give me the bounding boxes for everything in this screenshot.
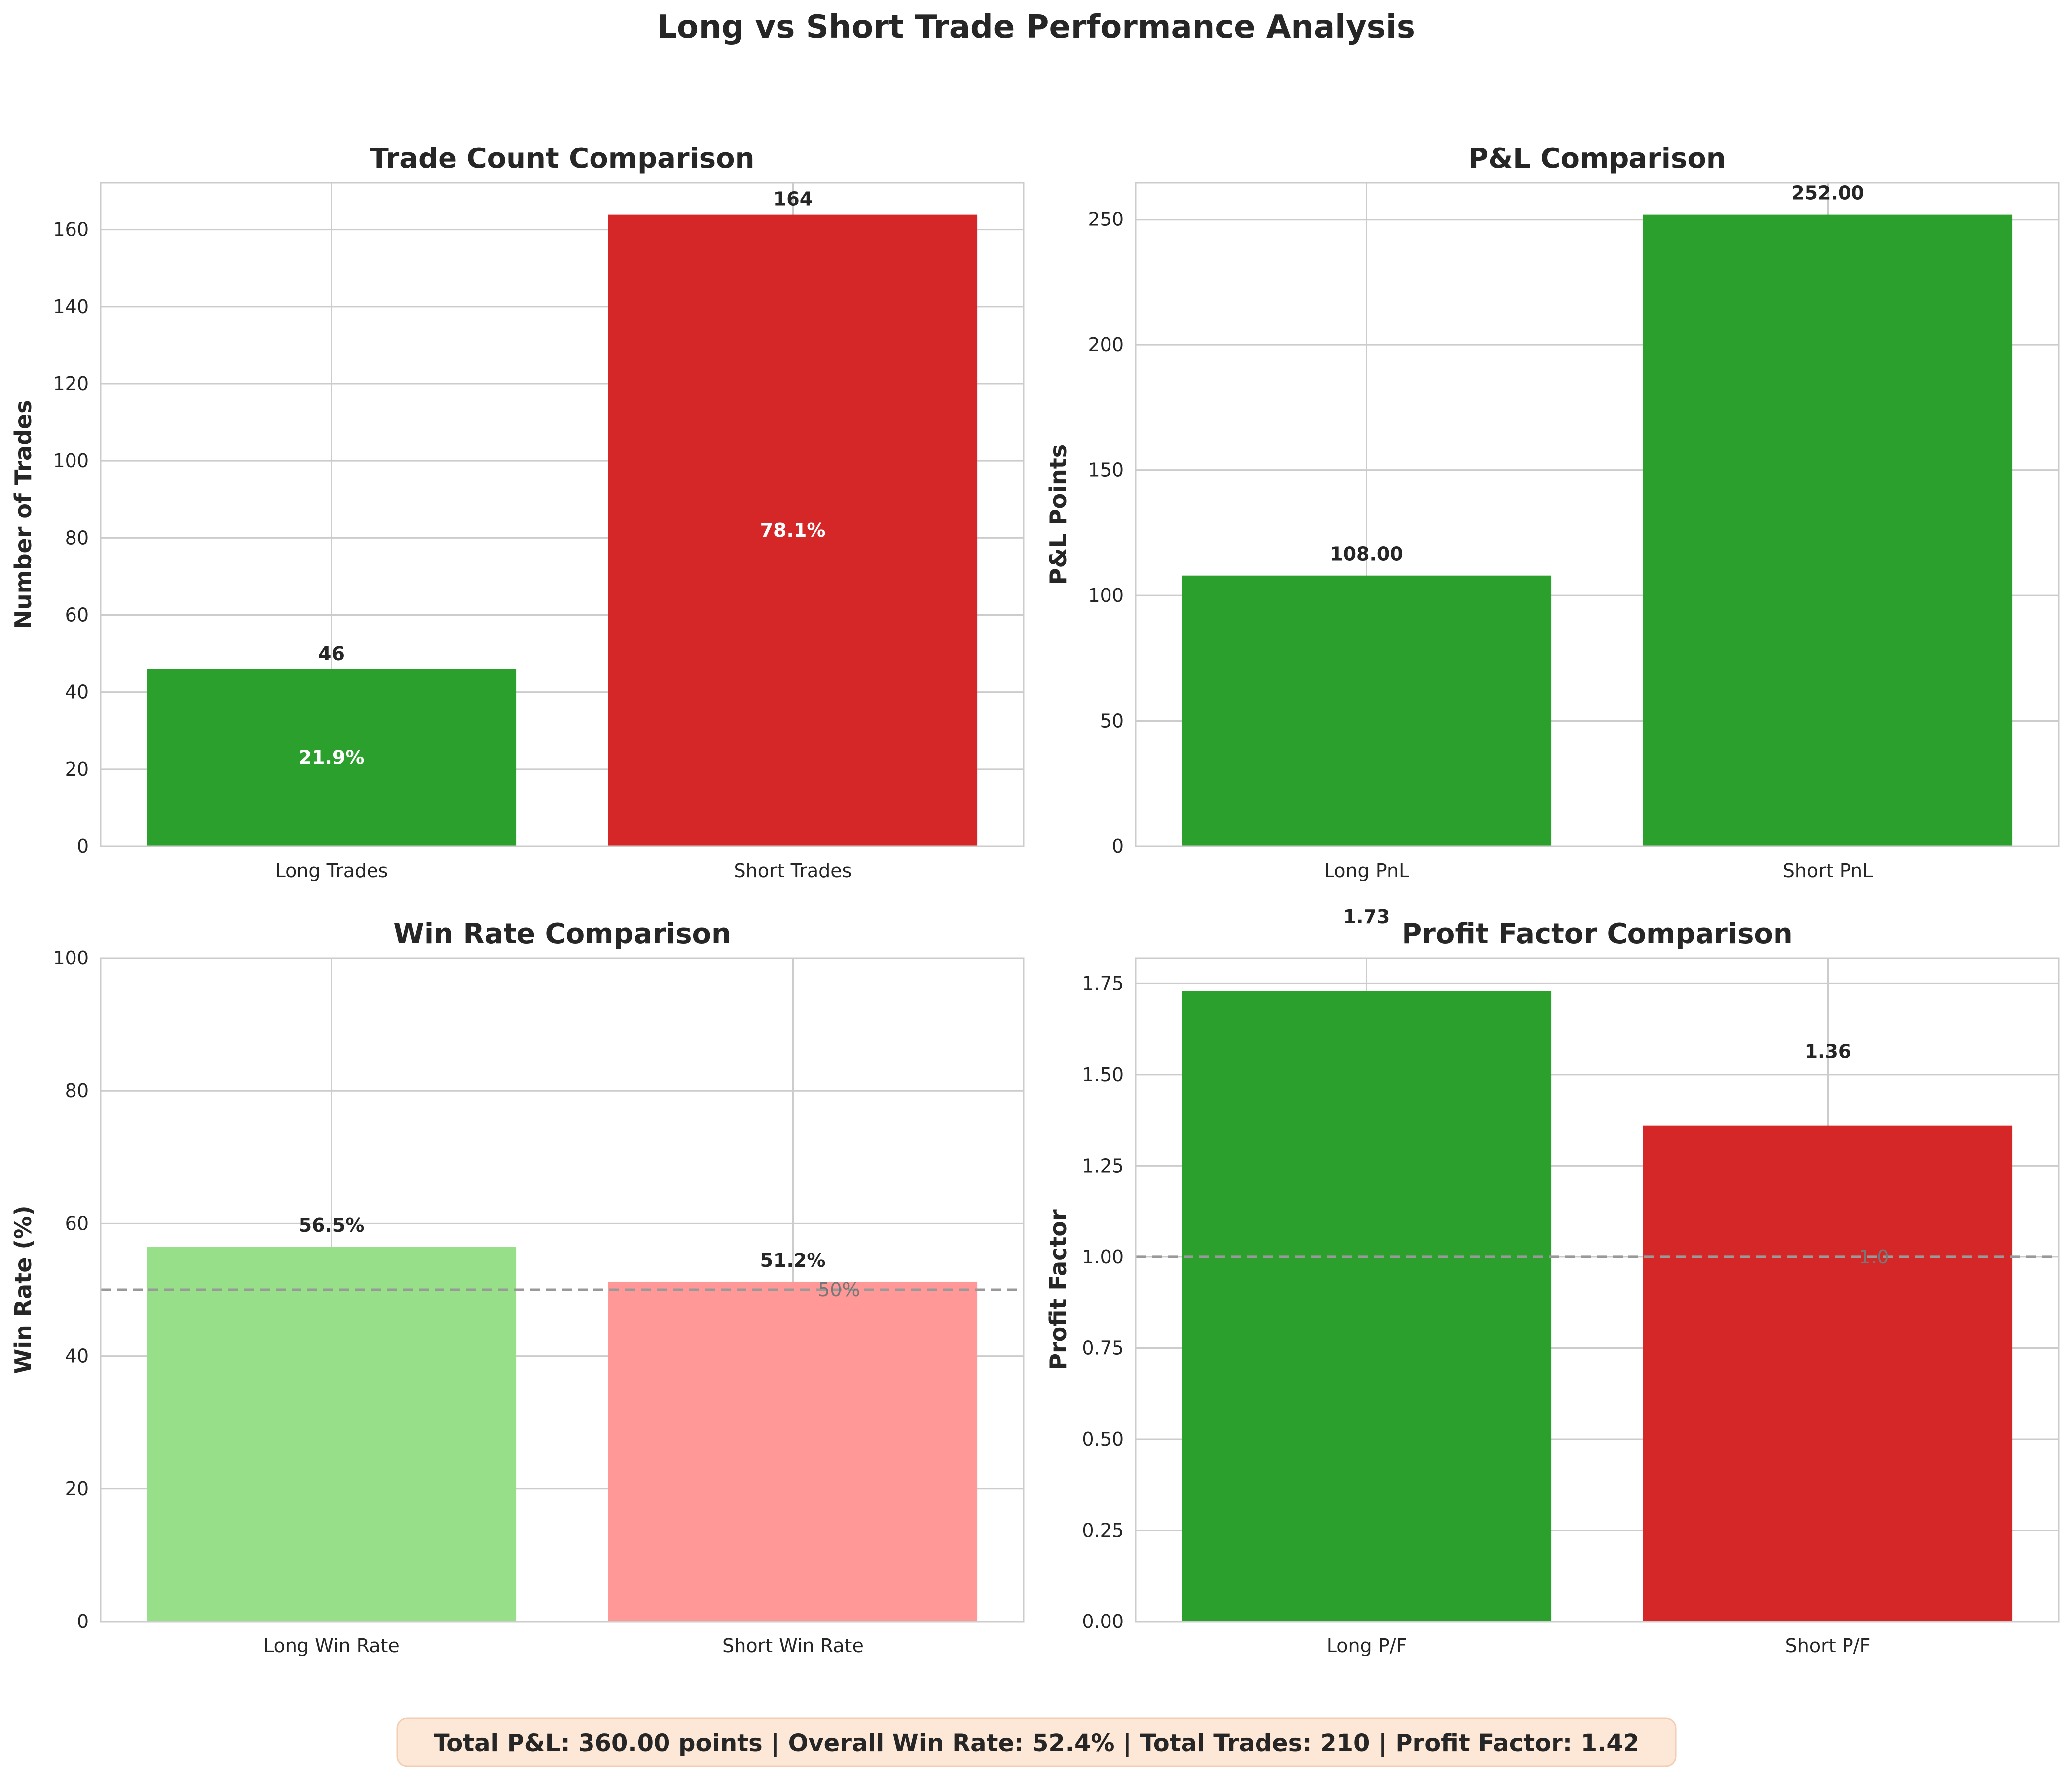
y-tick-label: 1.75 <box>1082 972 1124 994</box>
bar <box>1643 1125 2013 1622</box>
chart-panels: 0 20 40 60 80 100 120 140 160 46 164 21.9% 78.1% Long… <box>10 143 2060 1657</box>
bar <box>1182 991 1552 1622</box>
y-tick-label: 40 <box>65 681 89 703</box>
y-tick-label: 1.25 <box>1082 1155 1124 1177</box>
y-tick-label: 50 <box>1100 710 1124 732</box>
y-tick-label: 200 <box>1088 334 1124 356</box>
chart-title: Trade Count Comparison <box>370 143 755 175</box>
y-tick-label: 0.75 <box>1082 1337 1124 1359</box>
y-tick-label: 0 <box>77 835 89 857</box>
x-tick-label: Short PnL <box>1783 860 1873 882</box>
y-tick-label: 20 <box>65 1478 89 1500</box>
data-label: 164 <box>773 188 813 210</box>
y-tick-label: 0.50 <box>1082 1428 1124 1450</box>
chart-title: P&L Comparison <box>1468 143 1726 175</box>
y-tick-label: 60 <box>65 1212 89 1234</box>
chart-panel-4: 0.00 0.25 0.50 0.75 1.00 1.25 1.50 1.75 1.0 1.73 1… <box>1045 906 2060 1657</box>
chart-panel-2: 0 50 100 150 200 250 108.00 252.00 Long PnL Short… <box>1045 143 2060 882</box>
data-label: 56.5% <box>299 1214 365 1236</box>
y-tick-label: 80 <box>65 1080 89 1102</box>
data-label: 252.00 <box>1791 182 1864 204</box>
y-tick-label: 20 <box>65 758 89 780</box>
axes-frame <box>1135 957 2060 1622</box>
summary-box: Total P&L: 360.00 points | Overall Win R… <box>396 1717 1677 1767</box>
bar <box>147 669 517 846</box>
reference-label: 1.0 <box>1859 1246 1889 1268</box>
y-axis-label: Number of Trades <box>10 400 37 629</box>
y-tick-label: 60 <box>65 604 89 626</box>
x-tick-label: Long Trades <box>275 860 388 882</box>
chart-panel-3: 0 20 40 60 80 100 50% 56.5% 51.2% Long Win Rate Sh… <box>10 918 1025 1657</box>
figure-title: Long vs Short Trade Performance Analysis <box>657 9 1415 46</box>
bar <box>147 1247 517 1622</box>
y-axis-label: Profit Factor <box>1045 1209 1072 1370</box>
y-axis-label: P&L Points <box>1045 444 1072 585</box>
y-tick-label: 250 <box>1088 209 1124 230</box>
x-tick-label: Long Win Rate <box>263 1635 400 1657</box>
y-tick-label: 1.50 <box>1082 1064 1124 1086</box>
x-tick-label: Short Win Rate <box>722 1635 864 1657</box>
y-axis-label: Win Rate (%) <box>10 1205 37 1374</box>
data-label: 46 <box>318 643 345 664</box>
data-label: 108.00 <box>1330 543 1403 565</box>
chart-title: Win Rate Comparison <box>393 918 731 950</box>
axes-frame <box>100 182 1025 847</box>
data-label: 1.73 <box>1343 906 1390 928</box>
y-tick-label: 0.25 <box>1082 1519 1124 1541</box>
y-tick-label: 120 <box>53 373 89 395</box>
y-tick-label: 0 <box>77 1611 89 1632</box>
y-tick-label: 160 <box>53 219 89 241</box>
y-tick-label: 80 <box>65 527 89 549</box>
summary-background <box>396 1717 1677 1767</box>
bar <box>1182 575 1552 846</box>
y-tick-label: 100 <box>53 947 89 969</box>
bar <box>1643 214 2013 847</box>
y-tick-label: 1.00 <box>1082 1246 1124 1268</box>
data-label: 1.36 <box>1805 1041 1851 1063</box>
y-tick-label: 0.00 <box>1082 1611 1124 1632</box>
axes-frame <box>1135 182 2060 847</box>
chart-panel-1: 0 20 40 60 80 100 120 140 160 46 164 21.9% 78.1% Long… <box>10 143 1025 882</box>
x-tick-label: Short P/F <box>1785 1635 1871 1657</box>
y-tick-label: 40 <box>65 1345 89 1367</box>
y-tick-label: 100 <box>53 450 89 472</box>
chart-title: Profit Factor Comparison <box>1402 918 1793 950</box>
share-label: 78.1% <box>760 519 826 541</box>
x-tick-label: Long P/F <box>1327 1635 1407 1657</box>
y-tick-label: 140 <box>53 296 89 318</box>
x-tick-label: Long PnL <box>1324 860 1409 882</box>
axes-frame <box>100 957 1025 1622</box>
y-tick-label: 150 <box>1088 459 1124 481</box>
data-label: 51.2% <box>760 1250 826 1271</box>
x-tick-label: Short Trades <box>734 860 852 882</box>
summary-text: Total P&L: 360.00 points | Overall Win R… <box>434 1729 1639 1757</box>
y-tick-label: 0 <box>1112 835 1124 857</box>
y-tick-label: 100 <box>1088 585 1124 606</box>
share-label: 21.9% <box>299 747 365 769</box>
bar <box>608 1281 978 1622</box>
reference-label: 50% <box>818 1279 860 1301</box>
bar <box>608 214 978 847</box>
